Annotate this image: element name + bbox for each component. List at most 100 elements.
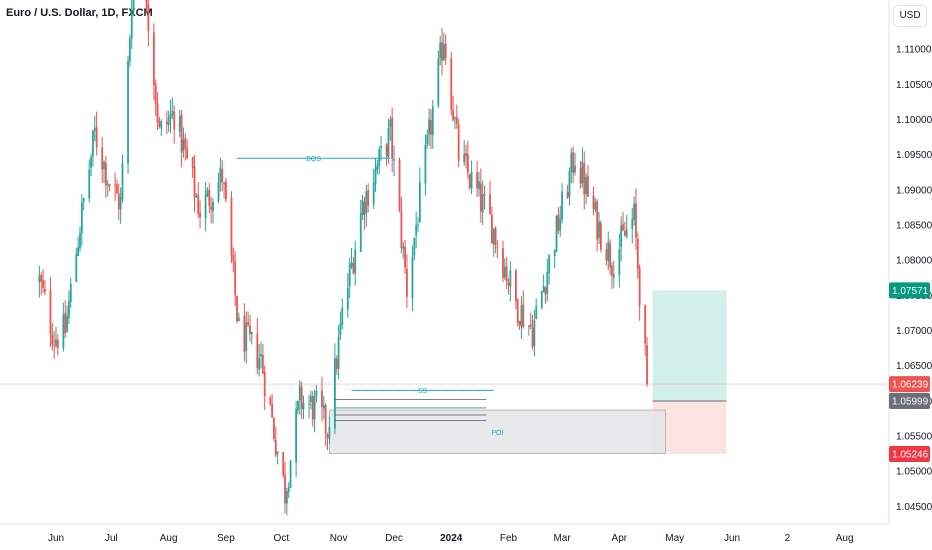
- target-price-tag: 1.07571: [889, 282, 930, 299]
- candle-body: [430, 120, 432, 135]
- candle-body: [130, 12, 133, 39]
- candle-body: [516, 299, 519, 323]
- candle-body: [103, 161, 105, 169]
- candle-body: [204, 194, 207, 219]
- candle-body: [581, 161, 584, 183]
- candle-body: [623, 231, 626, 236]
- candle-body: [527, 325, 530, 327]
- candle-body: [261, 355, 264, 374]
- candle-body: [333, 358, 336, 429]
- time-tick-label: Feb: [500, 533, 518, 544]
- candle-body: [568, 171, 571, 197]
- candle-body: [258, 358, 261, 370]
- candle-body: [324, 405, 327, 434]
- candle-body: [236, 296, 238, 322]
- candle-body: [638, 267, 641, 306]
- candle-body: [230, 197, 233, 256]
- candle-body: [431, 106, 434, 136]
- candle-body: [116, 184, 118, 194]
- candle-body: [548, 255, 551, 274]
- candle-body: [42, 280, 44, 288]
- current-price-tag-bg: [889, 376, 930, 393]
- candle-body: [80, 202, 83, 233]
- candle-body: [321, 390, 323, 407]
- candle-body: [152, 32, 155, 86]
- candle-body: [535, 306, 538, 319]
- zones-layer: [0, 290, 889, 454]
- candle-body: [88, 169, 91, 199]
- candle-body: [376, 164, 379, 170]
- candle-body: [359, 212, 362, 252]
- candle-body: [507, 282, 510, 286]
- candle-body: [557, 214, 560, 231]
- candle-body: [374, 167, 377, 185]
- candle-body: [282, 452, 285, 476]
- candle-body: [579, 167, 582, 184]
- poi-label: POI: [491, 430, 503, 437]
- candle-body: [82, 198, 85, 202]
- time-tick-label: Jun: [724, 533, 740, 544]
- candle-body: [454, 117, 456, 120]
- bos-label: BOS: [306, 156, 321, 163]
- time-tick-label: Jul: [105, 533, 118, 544]
- candle-body: [389, 119, 392, 128]
- candle-body: [457, 124, 460, 161]
- candle-body: [295, 409, 298, 463]
- poi-zone[interactable]: [329, 409, 666, 454]
- candle-body: [378, 149, 381, 166]
- candle-body: [598, 221, 600, 238]
- candle-body: [206, 189, 209, 196]
- candle-body: [178, 116, 181, 132]
- target-price-tag-text: 1.07571: [892, 286, 929, 297]
- candle-body: [114, 184, 117, 186]
- candle-body: [361, 200, 364, 215]
- candle-body: [104, 162, 107, 186]
- candle-body: [298, 385, 301, 400]
- candle-body: [520, 305, 523, 327]
- candle-body: [232, 254, 235, 262]
- candle-body: [455, 116, 458, 124]
- candle-body: [237, 317, 240, 322]
- candle-body: [452, 109, 455, 121]
- candles-layer: [38, 0, 648, 516]
- candle-body: [492, 229, 495, 245]
- candle-body: [483, 193, 486, 196]
- candle-body: [165, 121, 168, 125]
- candle-body: [184, 138, 187, 149]
- candle-body: [210, 206, 213, 210]
- candle-body: [354, 249, 357, 274]
- profit-zone[interactable]: [652, 290, 727, 401]
- candle-body: [101, 147, 104, 170]
- candle-body: [426, 135, 429, 145]
- entry-price-tag: 1.05999: [889, 392, 930, 409]
- candle-body: [250, 332, 253, 335]
- candle-body: [225, 181, 227, 200]
- time-tick-label: Mar: [553, 533, 571, 544]
- candle-body: [119, 197, 122, 210]
- candle-body: [260, 353, 262, 357]
- candle-body: [132, 0, 135, 12]
- candle-body: [646, 345, 648, 385]
- current-price-tag-text: 1.06239: [892, 380, 929, 391]
- currency-button[interactable]: USD: [893, 5, 927, 27]
- candle-body: [542, 285, 545, 293]
- candle-body: [40, 274, 43, 282]
- candle-body: [466, 154, 469, 173]
- candle-body: [503, 266, 506, 278]
- candle-body: [502, 248, 504, 279]
- candle-body: [328, 427, 331, 440]
- candle-body: [300, 387, 303, 409]
- candle-body: [117, 193, 120, 210]
- candle-body: [195, 196, 198, 198]
- candle-body: [186, 148, 189, 159]
- candle-body: [618, 249, 621, 276]
- candle-body: [465, 152, 467, 157]
- candle-body: [285, 491, 288, 504]
- candle-body: [372, 182, 375, 205]
- candle-body: [171, 110, 174, 115]
- candle-body: [309, 396, 312, 402]
- candle-body: [128, 38, 131, 62]
- candle-body: [476, 172, 479, 188]
- candle-body: [297, 401, 299, 411]
